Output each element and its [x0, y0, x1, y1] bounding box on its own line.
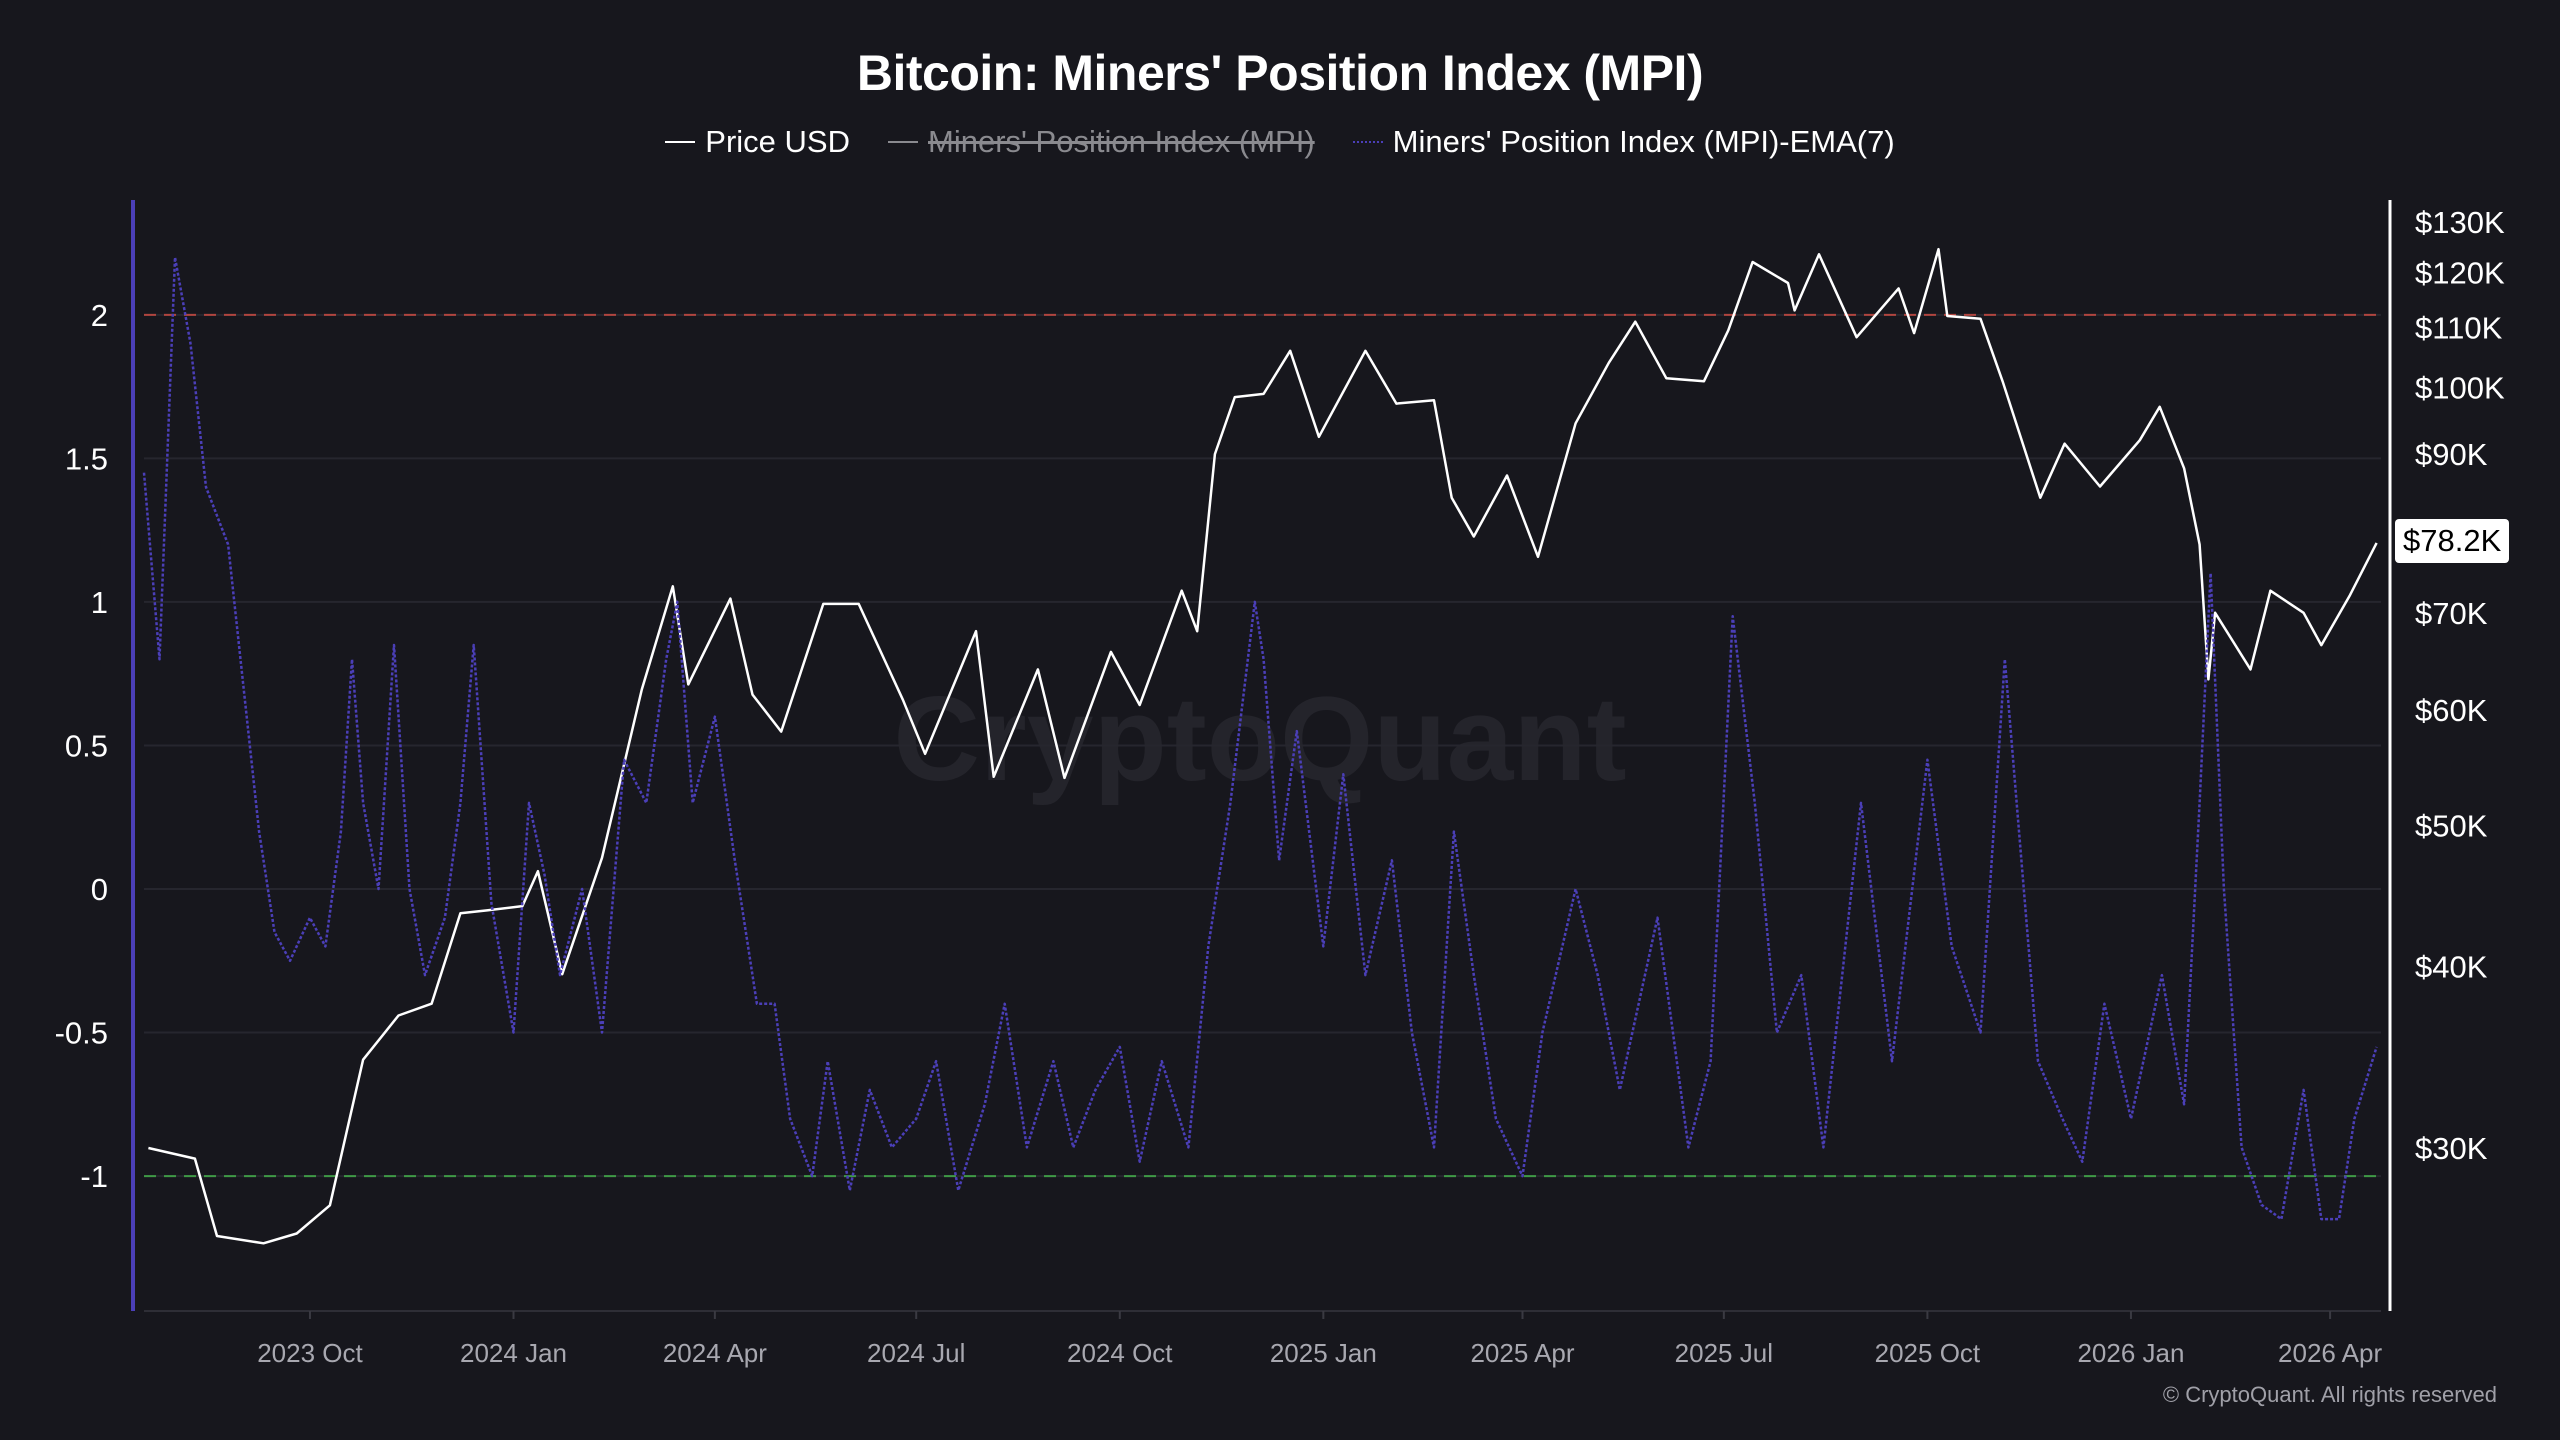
- y-left-tick-label: 1.5: [65, 441, 108, 476]
- legend-label: Miners' Position Index (MPI): [928, 124, 1315, 159]
- y-left-tick-label: 2: [91, 298, 108, 333]
- x-tick-label: 2023 Oct: [257, 1338, 363, 1368]
- copyright: © CryptoQuant. All rights reserved: [2162, 1382, 2497, 1407]
- watermark: CryptoQuant: [893, 672, 1626, 806]
- y-left-tick-label: -0.5: [55, 1016, 108, 1051]
- legend: Price USD Miners' Position Index (MPI) M…: [0, 124, 2560, 160]
- y-right-tick-label: $120K: [2415, 255, 2505, 290]
- x-tick-label: 2025 Jul: [1675, 1338, 1773, 1368]
- x-tick-label: 2026 Apr: [2278, 1338, 2382, 1368]
- y-right-tick-label: $110K: [2415, 310, 2503, 345]
- y-left-tick-label: 1: [91, 585, 108, 620]
- chart-title: Bitcoin: Miners' Position Index (MPI): [856, 45, 1704, 101]
- y-right-tick-label: $100K: [2415, 371, 2505, 406]
- y-right-tick-label: $30K: [2415, 1131, 2488, 1166]
- x-tick-label: 2025 Jan: [1270, 1338, 1377, 1368]
- current-price-label: $78.2K: [2395, 518, 2510, 563]
- y-right-tick-label: $50K: [2415, 808, 2488, 843]
- y-left-tick-label: 0.5: [65, 728, 108, 763]
- x-tick-label: 2025 Apr: [1470, 1338, 1574, 1368]
- x-tick-label: 2024 Oct: [1067, 1338, 1173, 1368]
- y-left-tick-label: -1: [80, 1159, 108, 1194]
- y-right-tick-label: $70K: [2415, 596, 2488, 631]
- legend-item-mpi[interactable]: Miners' Position Index (MPI): [888, 124, 1315, 160]
- legend-label: Miners' Position Index (MPI)-EMA(7): [1392, 124, 1895, 159]
- legend-swatch: [1352, 141, 1383, 143]
- legend-swatch: [665, 141, 696, 143]
- x-tick-label: 2026 Jan: [2077, 1338, 2184, 1368]
- legend-swatch: [888, 141, 918, 143]
- legend-label: Price USD: [705, 124, 850, 159]
- y-right-tick-label: $60K: [2415, 693, 2488, 728]
- y-right-tick-label: $90K: [2415, 437, 2488, 472]
- x-tick-label: 2024 Jul: [867, 1338, 965, 1368]
- mpi-ema-line: [142, 256, 2378, 1221]
- x-tick-label: 2024 Jan: [460, 1338, 567, 1368]
- legend-item-mpi-ema[interactable]: Miners' Position Index (MPI)-EMA(7): [1352, 124, 1895, 160]
- y-left-tick-label: 0: [91, 872, 108, 907]
- y-right-tick-label: $40K: [2415, 949, 2488, 984]
- legend-item-price[interactable]: Price USD: [665, 124, 850, 160]
- y-right-tick-label: $130K: [2415, 205, 2505, 240]
- x-tick-label: 2025 Oct: [1875, 1338, 1981, 1368]
- x-tick-label: 2024 Apr: [663, 1338, 767, 1368]
